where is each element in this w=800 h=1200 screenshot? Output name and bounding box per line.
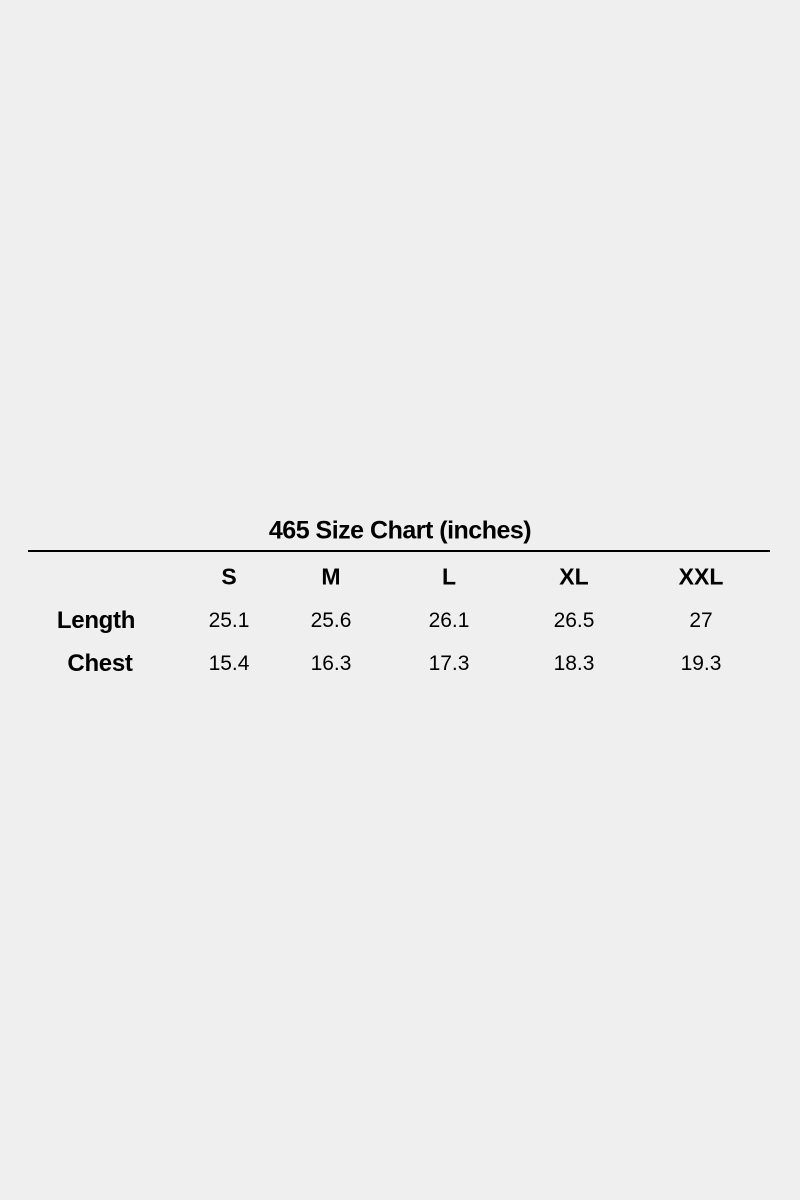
table-cell: 15.4 [208, 652, 250, 675]
column-header-s: S [221, 563, 237, 590]
table-cell: 26.5 [553, 609, 595, 632]
row-label: Chest [67, 650, 133, 677]
table-cell: 25.1 [208, 609, 250, 632]
table-cell: 16.3 [310, 652, 352, 675]
table-cell: 25.6 [310, 609, 352, 632]
column-header-l: L [441, 563, 457, 590]
table-cell: 17.3 [428, 652, 470, 675]
table-cell: 26.1 [428, 609, 470, 632]
table-cell: 19.3 [680, 652, 722, 675]
column-header-xl: XL [559, 563, 589, 590]
size-chart-title: 465 Size Chart (inches) [268, 516, 532, 545]
title-divider [28, 550, 770, 552]
row-label: Length [56, 607, 136, 634]
table-cell: 18.3 [553, 652, 595, 675]
table-cell: 27 [689, 609, 713, 632]
column-header-m: M [321, 563, 341, 590]
column-header-xxl: XXL [678, 563, 724, 590]
